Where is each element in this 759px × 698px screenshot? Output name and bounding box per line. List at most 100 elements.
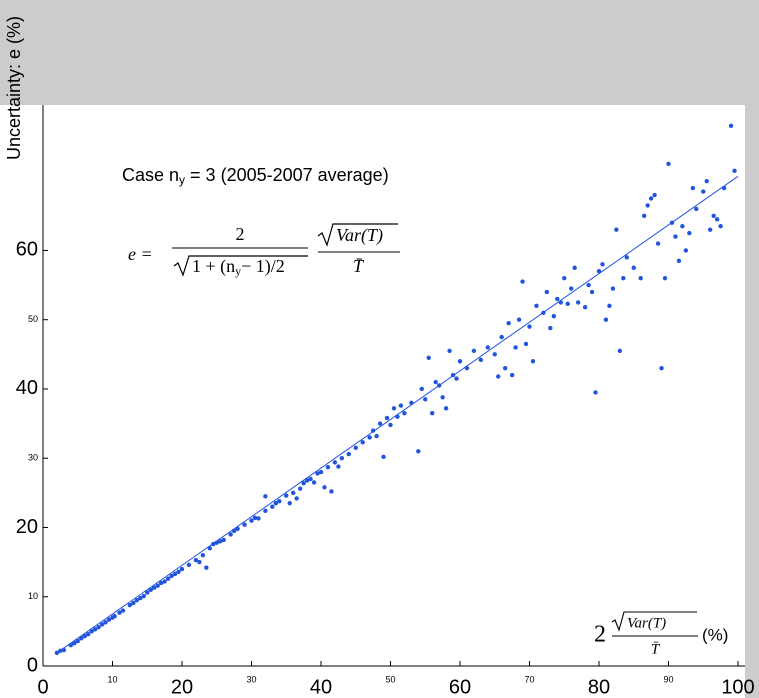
x-axis-label: 2 Var(T) T̄ (%) (590, 610, 740, 662)
point (172, 571, 178, 577)
point (572, 265, 577, 270)
x-tick-label: 0 (37, 676, 48, 698)
y-tick-label: 20 (16, 516, 38, 538)
point (263, 494, 268, 499)
point (106, 617, 112, 622)
point (398, 403, 404, 408)
y-tick-label: 40 (16, 377, 38, 399)
point (430, 411, 435, 416)
point (82, 634, 87, 639)
point (596, 269, 602, 274)
formula-den: 1 + (ny− 1)/2 (192, 256, 285, 278)
point (329, 489, 334, 494)
point (218, 539, 223, 544)
point (562, 275, 567, 281)
point (270, 504, 275, 509)
point (61, 647, 67, 653)
point (301, 480, 306, 486)
point (617, 348, 623, 354)
point (457, 359, 463, 364)
point (523, 341, 529, 347)
point (732, 168, 737, 173)
point (252, 515, 258, 520)
xlabel-mean: T̄ (651, 641, 661, 657)
point (155, 583, 160, 588)
point (516, 317, 522, 322)
point (68, 643, 74, 648)
point (621, 275, 626, 281)
point (112, 613, 117, 619)
point (708, 227, 713, 232)
point (416, 449, 421, 454)
point (527, 324, 532, 329)
point (478, 357, 484, 363)
point (666, 161, 671, 167)
y-tick-label: 50 (28, 314, 38, 324)
point (277, 498, 282, 504)
y-tick-label: 10 (28, 591, 38, 601)
point (193, 557, 199, 563)
point (89, 629, 94, 634)
den-sub: y (235, 264, 241, 278)
point (197, 559, 202, 565)
point (176, 569, 181, 575)
point (120, 608, 126, 613)
point (565, 301, 570, 306)
point (58, 648, 63, 653)
point (509, 372, 515, 378)
point (384, 415, 390, 421)
point (235, 526, 240, 532)
point (325, 465, 331, 470)
x-tick-label: 60 (449, 676, 471, 698)
point (447, 348, 452, 354)
point (471, 348, 477, 354)
point (315, 471, 320, 476)
point (92, 627, 98, 632)
point (179, 566, 185, 572)
point (464, 365, 470, 371)
y-tick-label: 30 (28, 453, 38, 463)
point (353, 445, 358, 451)
point (117, 610, 122, 615)
y-axis-label: Uncertainty: e (%) (4, 16, 24, 160)
case-sub: y (179, 173, 185, 187)
point (534, 303, 539, 309)
point (586, 282, 591, 288)
point (718, 224, 723, 229)
point (569, 286, 574, 291)
point (134, 598, 140, 603)
point (148, 587, 153, 593)
point (687, 230, 692, 236)
point (711, 213, 716, 219)
point (548, 325, 553, 331)
point (395, 414, 400, 419)
point (492, 352, 497, 357)
point (641, 213, 647, 219)
point (610, 286, 616, 291)
point (346, 451, 351, 457)
y-tick-label: 0 (27, 654, 38, 676)
point (374, 433, 379, 439)
point (655, 241, 661, 246)
xlabel-coef: 2 (594, 622, 606, 648)
point (131, 600, 136, 606)
x-tick-label: 50 (385, 674, 395, 684)
point (683, 248, 689, 253)
point (485, 345, 490, 350)
point (145, 590, 150, 595)
case-text: Case n (122, 165, 179, 185)
den-text: 1 + (n (192, 256, 235, 277)
point (680, 224, 685, 229)
point (332, 460, 338, 465)
point (186, 562, 192, 568)
point (645, 203, 650, 208)
point (294, 496, 299, 501)
plot-area (0, 105, 745, 698)
point (103, 620, 108, 625)
point (575, 300, 581, 305)
formula-mean: T̄ (353, 256, 365, 276)
point (367, 435, 372, 440)
point (673, 234, 678, 239)
point (207, 546, 212, 551)
point (291, 490, 296, 496)
